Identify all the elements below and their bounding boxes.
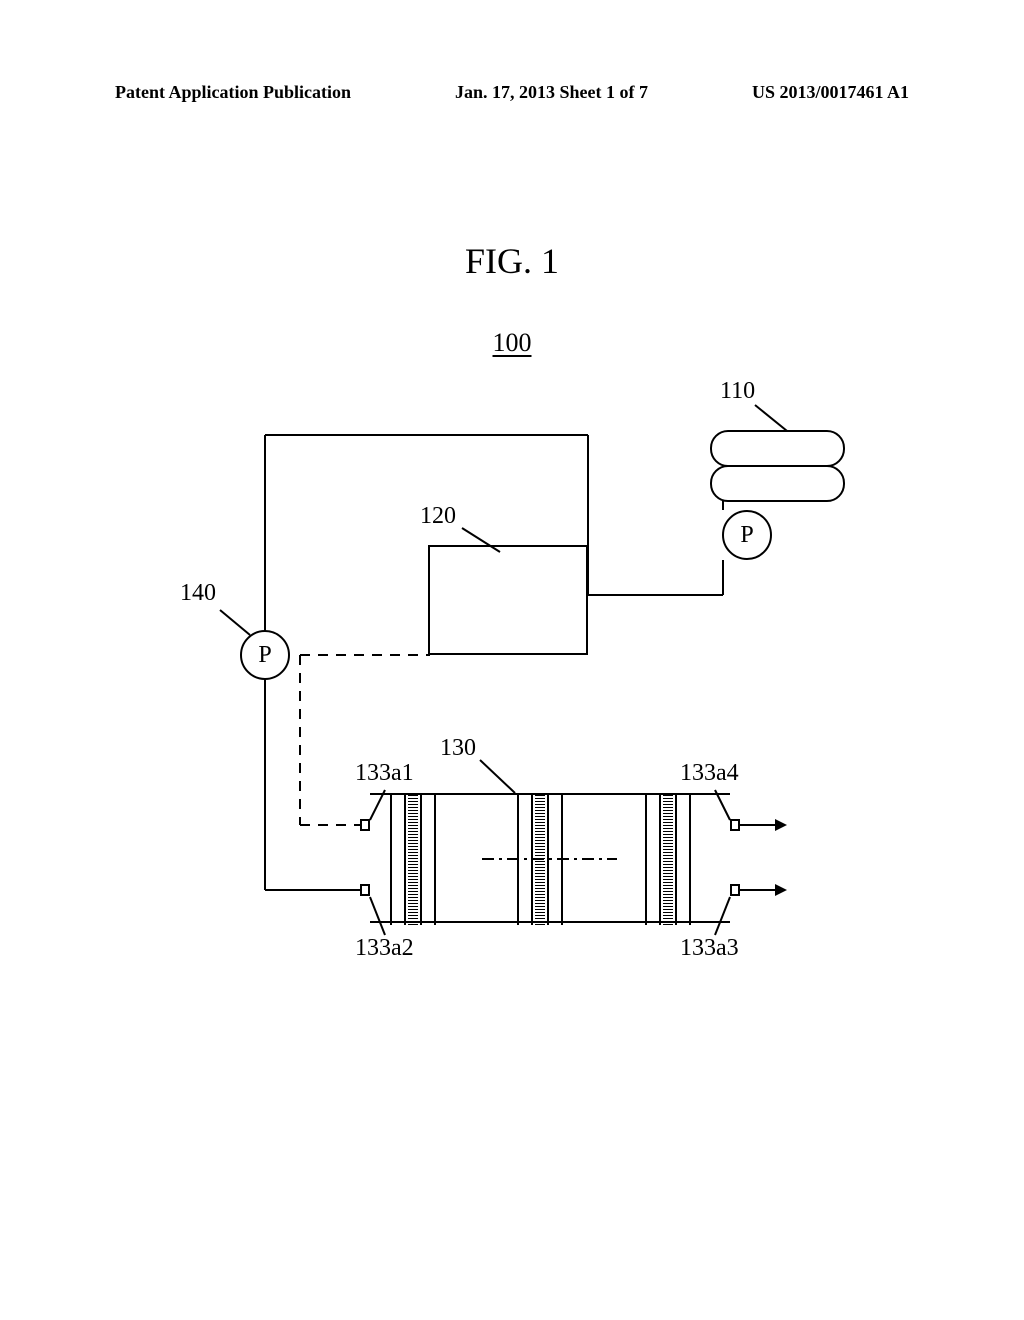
pump-right-label: P	[740, 522, 753, 549]
inlet-133a1	[360, 819, 370, 831]
system-ref-number: 100	[493, 328, 532, 358]
label-140: 140	[180, 580, 216, 607]
figure-diagram: P P 110 120 140 130 133a1 133a2 133a3 13…	[160, 380, 860, 980]
arrow-out-top	[775, 819, 787, 831]
label-120: 120	[420, 503, 456, 530]
header-right: US 2013/0017461 A1	[752, 82, 909, 103]
tank-component-110	[710, 430, 845, 505]
header-center: Jan. 17, 2013 Sheet 1 of 7	[455, 82, 648, 103]
label-133a2: 133a2	[355, 935, 414, 962]
label-130: 130	[440, 735, 476, 762]
box-component-120	[428, 545, 588, 655]
figure-title: FIG. 1	[465, 240, 559, 282]
outlet-133a3	[730, 884, 740, 896]
page-header: Patent Application Publication Jan. 17, …	[0, 82, 1024, 103]
header-left: Patent Application Publication	[115, 82, 351, 103]
pump-right: P	[722, 510, 772, 560]
outlet-133a4	[730, 819, 740, 831]
stack-break-line	[482, 858, 617, 860]
pump-left-140: P	[240, 630, 290, 680]
label-133a1: 133a1	[355, 760, 414, 787]
label-110: 110	[720, 378, 755, 405]
label-133a4: 133a4	[680, 760, 739, 787]
label-133a3: 133a3	[680, 935, 739, 962]
pump-left-label: P	[258, 642, 271, 669]
arrow-out-bottom	[775, 884, 787, 896]
inlet-133a2	[360, 884, 370, 896]
